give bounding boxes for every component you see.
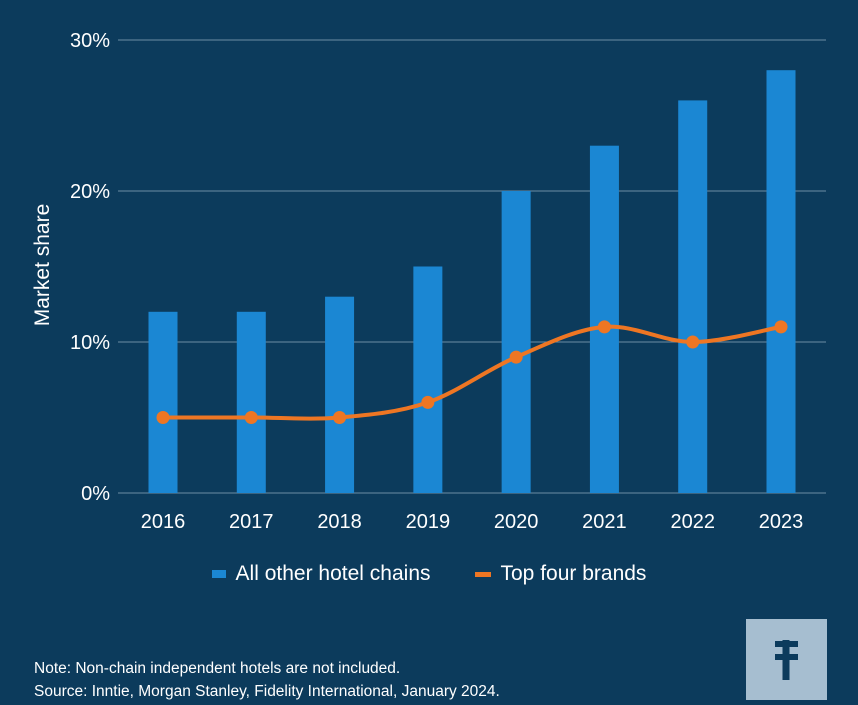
line-point-2018 <box>333 411 347 424</box>
legend-item-line: Top four brands <box>474 562 647 586</box>
line-point-2019 <box>421 395 435 409</box>
x-tick-label: 2017 <box>229 511 274 533</box>
x-tick-label: 2019 <box>406 511 451 533</box>
legend-swatch-bar <box>211 570 226 578</box>
bar-2017 <box>236 311 266 493</box>
bar-2018 <box>325 296 355 493</box>
x-tick-label: 2023 <box>759 511 804 533</box>
footnotes: Note: Non-chain independent hotels are n… <box>34 657 500 703</box>
line-point-2020 <box>509 350 523 364</box>
chart: 0% 10% 20% 30% 2016 2017 2018 2019 2020 2021 2022… <box>31 30 826 533</box>
note-text: Note: Non-chain independent hotels are n… <box>34 660 401 677</box>
bar-2019 <box>413 266 443 493</box>
legend-swatch-line <box>474 571 491 577</box>
y-tick-label: 0% <box>81 483 110 505</box>
legend-item-bars: All other hotel chains <box>211 562 431 586</box>
bar-2020 <box>501 191 531 493</box>
bar-2021 <box>589 145 619 493</box>
line-point-2023 <box>774 320 788 334</box>
y-tick-label: 10% <box>70 332 110 354</box>
fidelity-logo <box>746 619 827 700</box>
legend-label-line: Top four brands <box>500 562 647 585</box>
bar-2016 <box>148 311 178 493</box>
x-tick-label: 2018 <box>317 511 362 533</box>
legend-label-bars: All other hotel chains <box>235 562 431 585</box>
gridlines <box>118 39 826 494</box>
y-tick-labels: 0% 10% 20% 30% <box>70 30 110 505</box>
line-point-2017 <box>244 411 258 424</box>
x-tick-label: 2022 <box>670 511 715 533</box>
source-text: Source: Inntie, Morgan Stanley, Fidelity… <box>34 683 500 700</box>
line-point-2022 <box>686 335 700 349</box>
y-tick-label: 20% <box>70 181 110 203</box>
y-tick-label: 30% <box>70 30 110 52</box>
x-tick-label: 2021 <box>582 511 627 533</box>
line-series <box>156 320 788 424</box>
line-point-2021 <box>597 320 611 334</box>
x-tick-label: 2020 <box>494 511 539 533</box>
x-tick-labels: 2016 2017 2018 2019 2020 2021 2022 2023 <box>141 511 804 533</box>
line-top-four-brands <box>162 324 782 421</box>
bar-2023 <box>766 70 796 493</box>
line-point-2016 <box>156 411 170 424</box>
bar-2022 <box>678 100 708 494</box>
bar-series <box>148 70 796 494</box>
legend: All other hotel chains Top four brands <box>0 562 858 586</box>
y-axis-title: Market share <box>31 204 54 327</box>
x-tick-label: 2016 <box>141 511 186 533</box>
fidelity-logo-icon <box>775 640 798 680</box>
